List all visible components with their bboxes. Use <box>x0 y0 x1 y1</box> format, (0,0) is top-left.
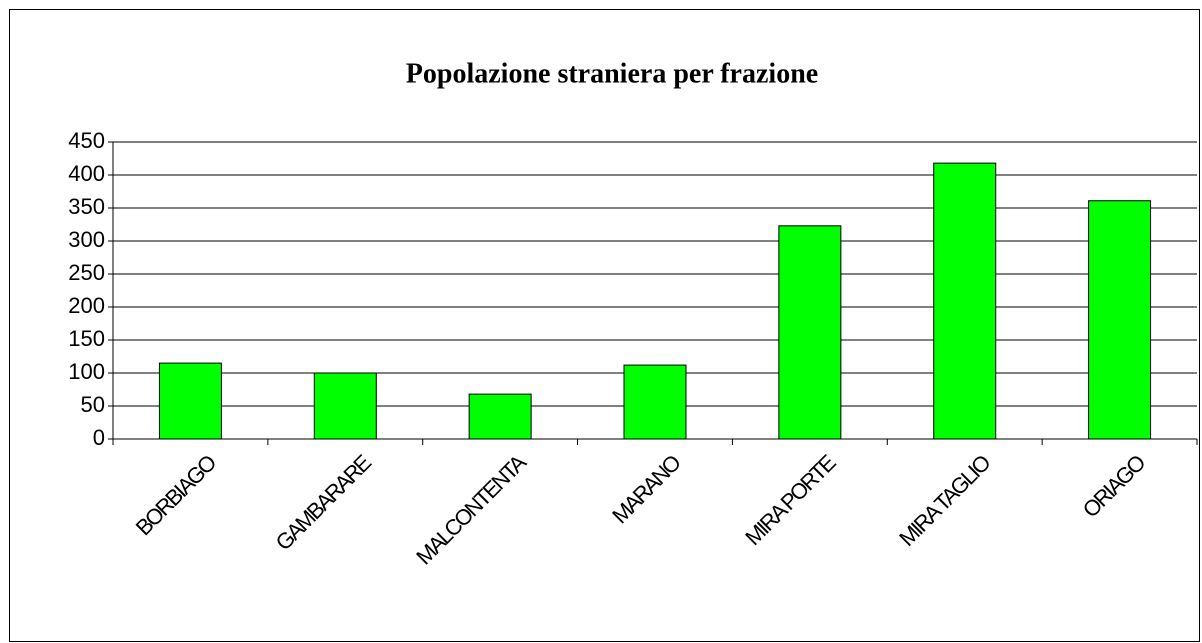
bar <box>313 372 377 440</box>
y-tick-label: 50 <box>81 392 105 417</box>
y-tick-label: 0 <box>93 425 105 450</box>
y-tick-label: 350 <box>68 194 105 219</box>
bar <box>468 393 532 440</box>
bar <box>778 225 842 440</box>
y-tick-label: 450 <box>68 128 105 153</box>
y-tick-label: 150 <box>68 326 105 351</box>
bar <box>933 162 997 440</box>
bar <box>1088 200 1152 440</box>
y-tick-label: 300 <box>68 227 105 252</box>
y-tick-label: 400 <box>68 161 105 186</box>
y-tick-label: 250 <box>68 260 105 285</box>
chart-border <box>9 9 1200 642</box>
y-tick-label: 100 <box>68 359 105 384</box>
y-tick-label: 200 <box>68 293 105 318</box>
chart-title: Popolazione straniera per frazione <box>406 58 818 89</box>
bar <box>623 364 687 440</box>
bar <box>158 362 222 440</box>
